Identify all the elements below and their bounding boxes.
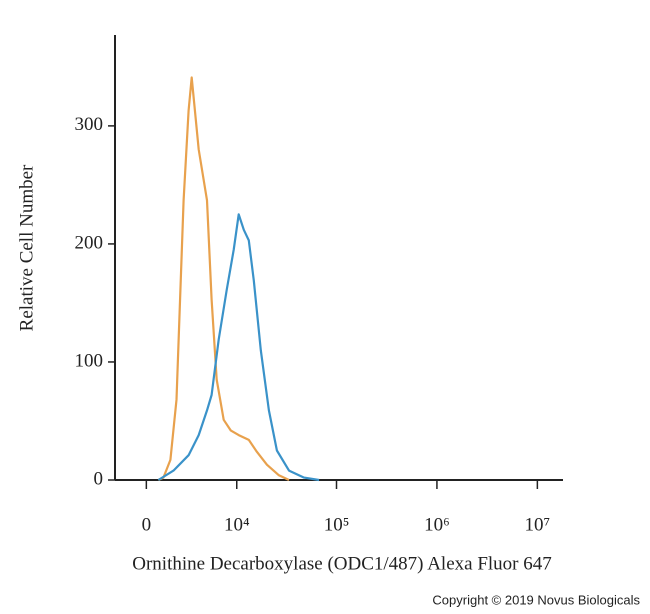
x-tick-label: 10⁶ (424, 514, 450, 535)
y-axis-label: Relative Cell Number (16, 164, 37, 331)
x-tick-label: 10⁷ (525, 514, 551, 535)
histogram-line (157, 76, 290, 481)
y-tick-label: 100 (75, 350, 104, 371)
copyright: Copyright © 2019 Novus Biologicals (432, 592, 640, 607)
x-tick-label: 10⁵ (324, 514, 350, 535)
histogram-line (157, 213, 320, 482)
x-tick-label: 10⁴ (224, 514, 250, 535)
y-tick-label: 300 (75, 114, 104, 135)
x-tick-label: 0 (142, 514, 152, 535)
y-tick-label: 200 (75, 232, 104, 253)
x-axis-label: Ornithine Decarboxylase (ODC1/487) Alexa… (132, 553, 552, 574)
y-tick-label: 0 (94, 468, 104, 489)
